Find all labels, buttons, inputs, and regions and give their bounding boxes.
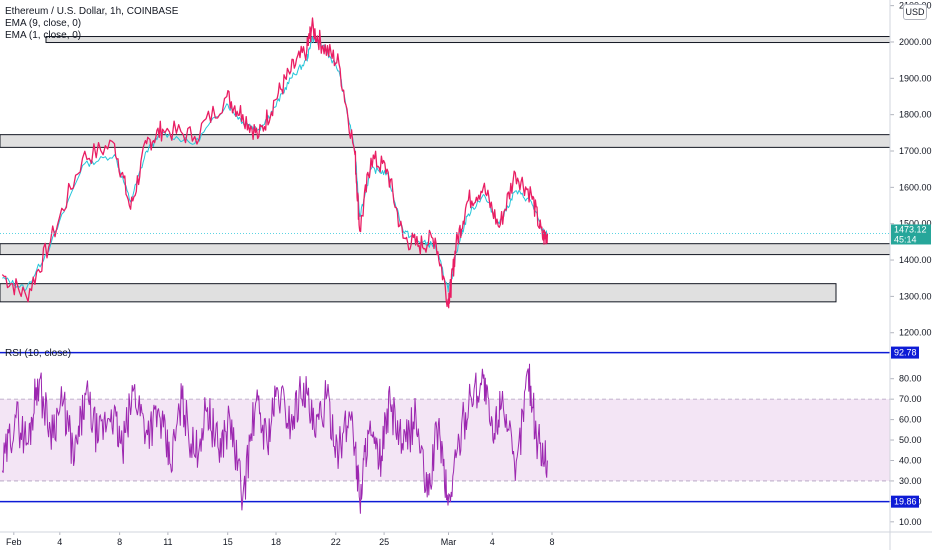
price-tick-label: 1200.00 [899, 328, 932, 338]
price-tick-label: 2000.00 [899, 37, 932, 47]
price-tick-label: 1800.00 [899, 110, 932, 120]
price-tick-label: 1700.00 [899, 146, 932, 156]
time-tick-label: 8 [549, 537, 554, 547]
price-tick-label: 1900.00 [899, 73, 932, 83]
time-tick-label: 11 [163, 537, 172, 547]
chart-title: Ethereum / U.S. Dollar, 1h, COINBASE [5, 6, 179, 17]
time-tick-label: 22 [331, 537, 341, 547]
support-resistance-zone [0, 134, 891, 148]
rsi-tick-label: 80.00 [899, 374, 922, 384]
time-tick-label: Mar [441, 537, 457, 547]
support-resistance-zone [45, 36, 891, 44]
price-series-line [1, 17, 549, 309]
time-tick-label: 4 [490, 537, 495, 547]
last-price-value: 1473.12 [894, 224, 927, 234]
rsi-lower-level-badge [891, 495, 919, 508]
bar-countdown: 45:14 [894, 234, 917, 244]
rsi-tick-label: 30.00 [899, 476, 922, 486]
time-tick-label: 15 [223, 537, 233, 547]
rsi-series-line [1, 363, 548, 514]
indicator-ema-9[interactable]: EMA (9, close, 0) [5, 18, 82, 29]
rsi-tick-label: 50.00 [899, 435, 922, 445]
time-tick-label: 8 [117, 537, 122, 547]
price-tick-label: 1500.00 [899, 219, 932, 229]
rsi-panel-label[interactable]: RSI (10, close) [5, 348, 72, 359]
support-resistance-zone [0, 243, 891, 256]
price-tick-label: 1300.00 [899, 291, 932, 301]
rsi-tick-label: 60.00 [899, 415, 922, 425]
time-tick-label: 18 [271, 537, 281, 547]
support-resistance-zone [0, 283, 837, 303]
indicator-ema-1[interactable]: EMA (1, close, 0) [5, 30, 82, 41]
rsi-band [0, 399, 890, 481]
time-tick-label: 25 [379, 537, 389, 547]
rsi-upper-level-badge [891, 346, 919, 359]
ema-series-line [2, 35, 548, 293]
rsi-upper-level-badge-text: 92.78 [894, 348, 917, 358]
rsi-tick-label: 40.00 [899, 455, 922, 465]
price-tick-label: 1400.00 [899, 255, 932, 265]
rsi-tick-label: 70.00 [899, 394, 922, 404]
currency-badge[interactable]: USD [903, 4, 927, 20]
time-tick-label: 4 [57, 537, 62, 547]
time-tick-label: Feb [6, 537, 22, 547]
last-price-badge [891, 224, 931, 245]
price-tick-label: 1600.00 [899, 182, 932, 192]
rsi-lower-level-badge-text: 19.86 [894, 497, 917, 507]
rsi-tick-label: 10.00 [899, 517, 922, 527]
